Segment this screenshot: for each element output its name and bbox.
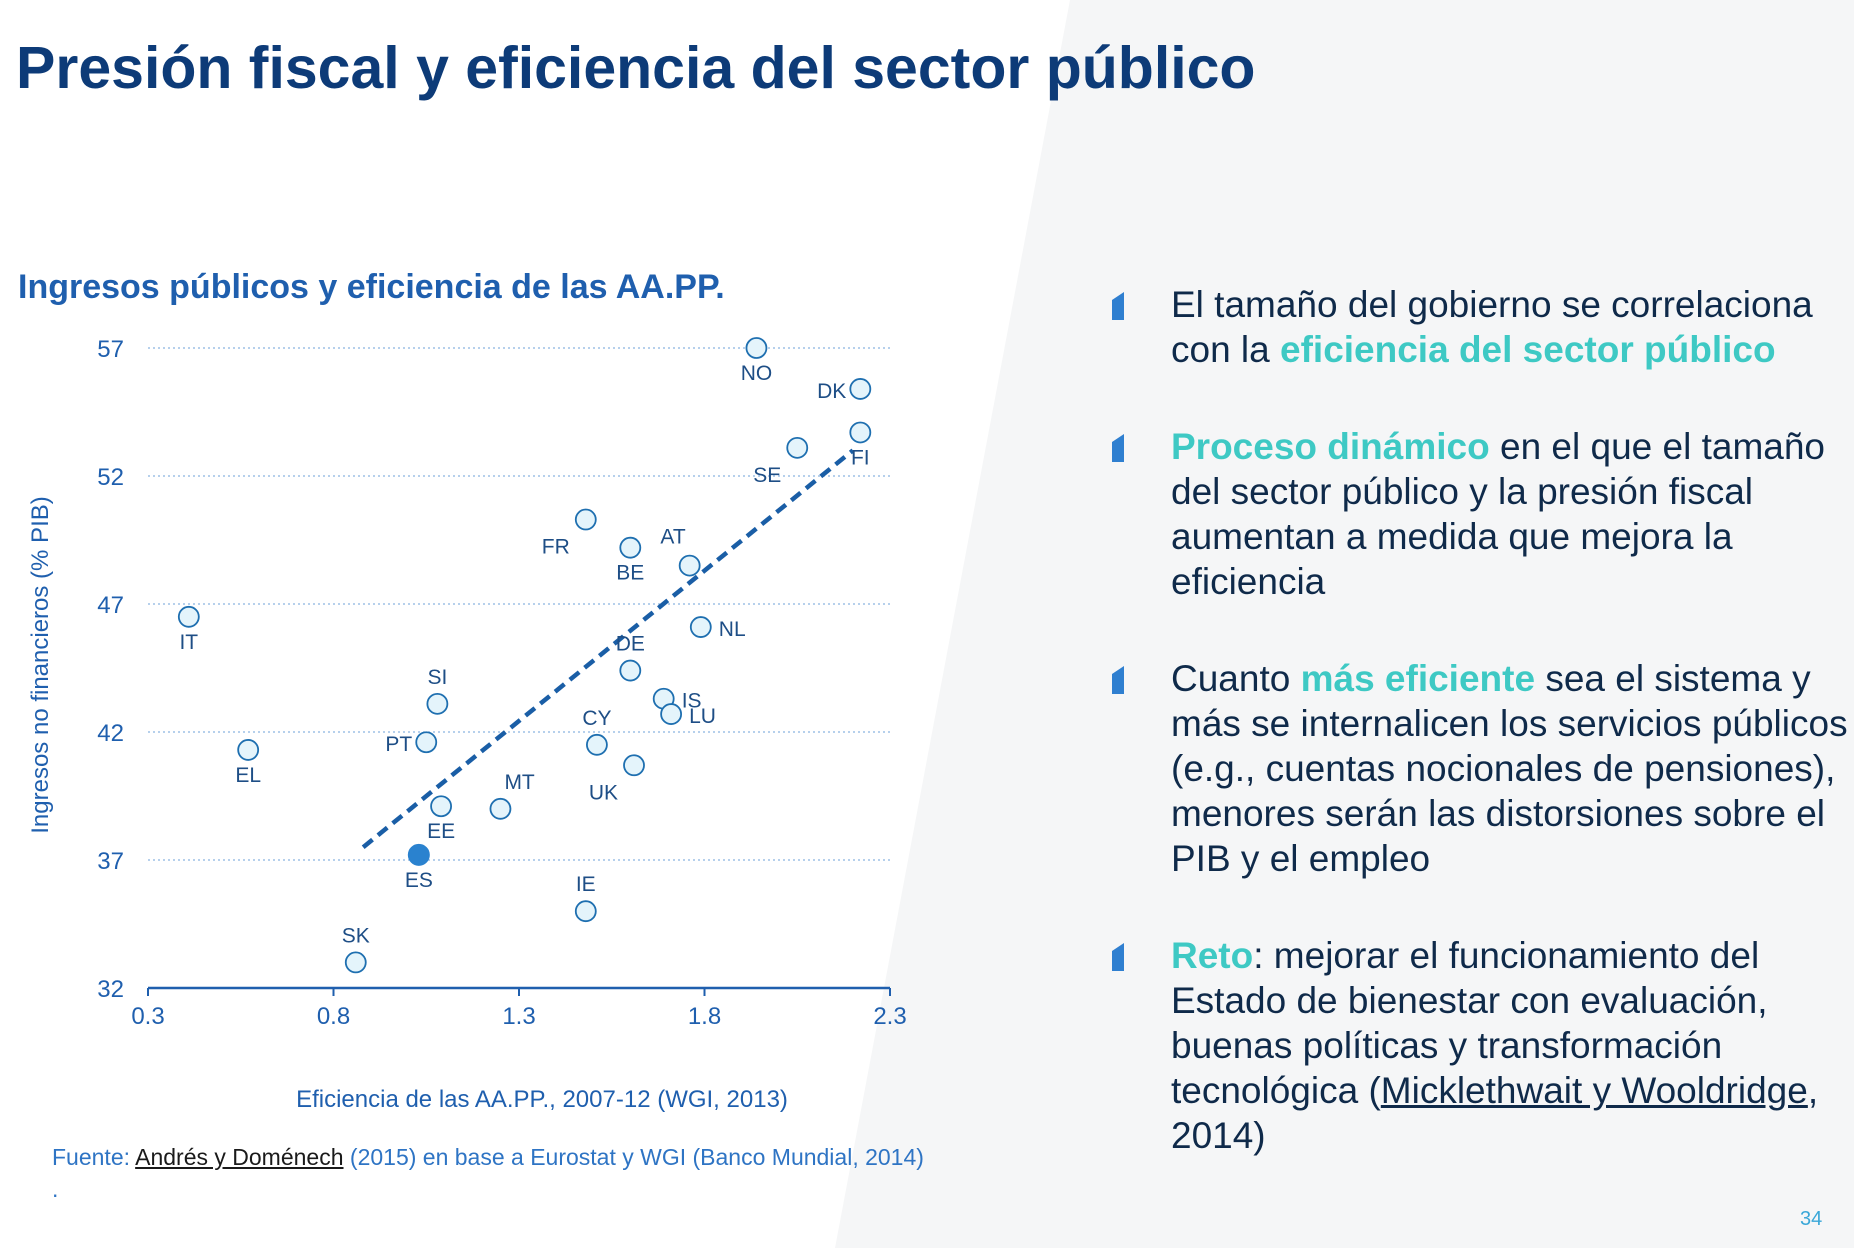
x-tick-label: 1.8 [688,1003,721,1030]
page-number: 34 [1800,1208,1823,1230]
data-point-pt [415,731,438,754]
point-label-it: IT [179,631,198,654]
data-point-ie [574,900,597,923]
x-tick-label: 2.3 [873,1003,906,1030]
data-point-cy [586,733,608,756]
y-tick-label: 37 [97,848,124,875]
bullet-text: Cuanto [1171,658,1301,699]
data-point-mt [489,797,512,820]
data-point-no [745,337,768,359]
gridlines [148,347,890,861]
bullet-marker-shape [1112,292,1124,320]
bullet-item: Reto: mejorar el funcionamiento del Esta… [1110,933,1850,1158]
point-label-ee: EE [427,820,455,843]
bullet-text: en el que el tamaño del sector público y… [1171,426,1826,602]
point-label-uk: UK [589,781,618,804]
point-label-fi: FI [851,446,870,469]
data-points [177,337,872,974]
data-point-ee [430,795,452,818]
x-tick-label: 0.3 [131,1003,164,1030]
data-point-se [786,436,809,459]
point-label-at: AT [660,526,685,549]
point-label-es: ES [405,869,433,892]
point-label-fr: FR [542,536,570,559]
data-point-be [619,536,642,559]
bullet-highlight: Reto [1171,935,1254,976]
bullet-marker-shape [1112,943,1124,971]
scatter-chart: 32 37 42 47 52 57 0.3 0.8 1.3 1.8 2.3 Eficiencia de… [27,336,907,1113]
y-tick-label: 52 [97,464,124,491]
y-tick-label: 47 [97,592,124,619]
bullet-highlight: eficiencia del sector público [1280,329,1776,370]
data-point-sk [344,951,367,974]
trendline [361,448,855,849]
data-point-at [678,554,701,577]
slide-title: Presión fiscal y eficiencia del sector p… [16,35,1256,101]
point-label-cy: CY [582,707,611,730]
bullet-text: El tamaño del gobierno se correlaciona c… [1171,284,1813,370]
point-label-mt: MT [504,771,534,794]
bullet-highlight: más eficiente [1300,658,1536,699]
data-point-nl [689,616,712,638]
point-label-lu: LU [689,705,716,728]
bullet-marker-icon [1112,943,1124,971]
bullet-item: Cuanto más eficiente sea el sistema y má… [1110,656,1850,881]
point-label-se: SE [753,464,781,487]
data-point-es [407,843,430,866]
y-tick-label: 42 [97,720,124,747]
x-axis-title: Eficiencia de las AA.PP., 2007-12 (WGI, … [296,1086,788,1113]
point-label-el: EL [235,764,261,787]
bullet-text: , 2014) [1171,1070,1819,1156]
bullet-item: El tamaño del gobierno se correlaciona c… [1110,282,1850,372]
data-point-lu [660,703,683,725]
source-suffix: (2015) en base a Eurostat y WGI (Banco M… [343,1144,924,1170]
point-label-nl: NL [719,618,746,641]
data-point-uk [623,754,645,777]
bullet-text: : mejorar el funcionamiento del Estado d… [1171,935,1768,1111]
bullet-citation-link[interactable]: Micklethwait y Wooldridge [1380,1070,1808,1111]
trendline-dashed [361,448,855,849]
point-label-sk: SK [342,924,370,947]
bullet-text: sea el sistema y más se internalicen los… [1171,658,1848,879]
bullet-highlight: Proceso dinámico [1171,426,1490,467]
source-prefix: Fuente: [52,1144,136,1170]
source-dot: . [52,1176,59,1202]
chart-title: Ingresos públicos y eficiencia de las AA… [18,268,725,306]
bullet-marker-icon [1112,666,1124,694]
bullet-list: El tamaño del gobierno se correlaciona c… [1110,282,1850,1158]
data-point-si [426,692,449,715]
point-label-is: IS [682,690,702,713]
point-label-de: DE [616,633,645,656]
axes: 32 37 42 47 52 57 0.3 0.8 1.3 1.8 2.3 Eficiencia de… [27,336,907,1113]
data-point-de [619,659,642,682]
point-label-ie: IE [576,873,596,896]
bullet-marker-shape [1112,434,1124,462]
point-label-no: NO [741,362,773,385]
y-tick-label: 32 [97,976,124,1003]
point-label-dk: DK [817,380,846,403]
data-point-el [237,739,260,761]
bullet-marker-shape [1112,666,1124,694]
bullet-marker-icon [1112,292,1124,320]
bullet-marker-icon [1112,434,1124,462]
data-point-fr [574,508,597,531]
x-tick-label: 0.8 [317,1003,350,1030]
point-label-pt: PT [385,733,412,756]
bullet-item: Proceso dinámico en el que el tamaño del… [1110,424,1850,604]
data-point-dk [849,378,872,400]
x-tick-label: 1.3 [502,1003,535,1030]
data-point-fi [849,421,872,444]
source-link[interactable]: Andrés y Doménech [135,1144,344,1170]
point-label-be: BE [616,562,644,585]
source-note: Fuente: Andrés y Doménech (2015) en base… [52,1144,924,1171]
point-label-si: SI [427,666,447,689]
data-point-it [177,605,200,628]
y-tick-label: 57 [97,336,124,363]
y-axis-title: Ingresos no financieros (% PIB) [27,496,54,834]
